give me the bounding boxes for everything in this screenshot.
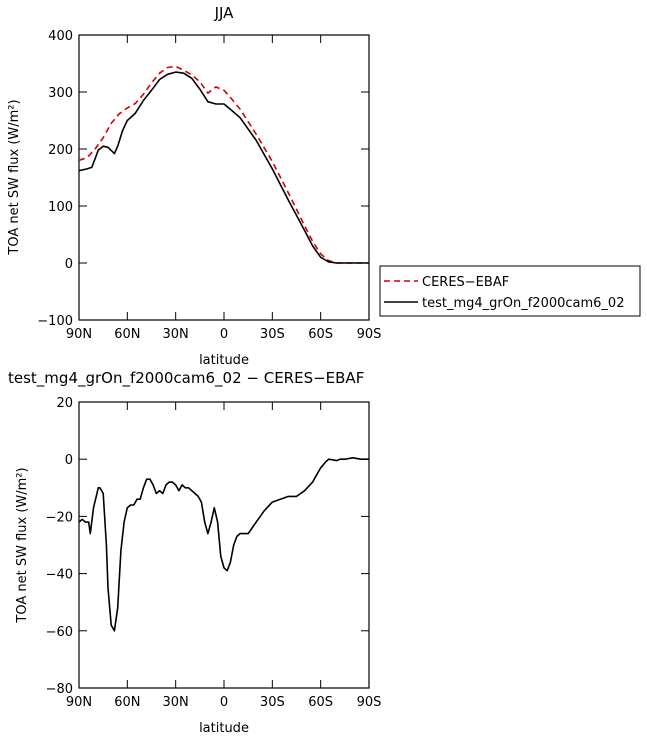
bottom-y-tick-label: 20 — [56, 396, 73, 411]
top-series-lines — [78, 65, 369, 264]
bottom-x-tick-label: 0 — [220, 695, 228, 710]
top-y-tick-label: 200 — [48, 143, 73, 158]
legend-label-ceres: CERES−EBAF — [422, 275, 509, 290]
top-y-axis-label: TOA net SW flux (W/m²) — [7, 99, 22, 255]
top-x-tick-label: 30S — [260, 327, 285, 342]
top-panel: JJA 90N 60N 30N 0 30S 60S 90S −100 0 100 200 300 400… — [7, 4, 641, 368]
bottom-panel-title: test_mg4_grOn_f2000cam6_02 − CERES−EBAF — [8, 369, 364, 388]
bottom-x-tick-label: 30N — [163, 695, 189, 710]
top-x-tick-label: 30N — [163, 327, 189, 342]
bottom-series-line-0 — [78, 456, 369, 632]
top-x-tick-label: 90S — [357, 327, 382, 342]
top-x-tick-label: 60N — [114, 327, 140, 342]
top-y-tick-label: 0 — [65, 257, 73, 272]
top-x-tick-label: 90N — [66, 327, 92, 342]
top-x-axis-label: latitude — [199, 353, 249, 368]
top-x-tick-label: 60S — [308, 327, 333, 342]
bottom-plot-frame — [78, 401, 370, 689]
top-y-tick-label: 300 — [48, 86, 73, 101]
bottom-x-tick-label: 60N — [114, 695, 140, 710]
bottom-ticks: 90N 60N 30N 0 30S 60S 90S −80 −60 −40 −20 0 20 — [46, 396, 382, 710]
bottom-x-axis-label: latitude — [199, 721, 249, 736]
top-y-tick-label: 100 — [48, 200, 73, 215]
top-y-tick-label: 400 — [48, 29, 73, 44]
bottom-y-tick-label: 0 — [65, 453, 73, 468]
legend-box — [379, 265, 641, 317]
bottom-x-tick-label: 60S — [308, 695, 333, 710]
bottom-x-tick-label: 90S — [357, 695, 382, 710]
bottom-y-tick-label: −80 — [46, 682, 73, 697]
top-x-tick-label: 0 — [220, 327, 228, 342]
top-y-tick-label: −100 — [37, 314, 73, 329]
bottom-x-tick-label: 90N — [66, 695, 92, 710]
bottom-y-tick-label: −40 — [46, 568, 73, 583]
top-series-line-0 — [78, 65, 369, 264]
bottom-x-tick-label: 30S — [260, 695, 285, 710]
bottom-y-axis-label: TOA net SW flux (W/m²) — [15, 467, 30, 623]
top-series-line-1 — [78, 71, 369, 264]
bottom-panel: test_mg4_grOn_f2000cam6_02 − CERES−EBAF … — [8, 369, 381, 736]
top-panel-title: JJA — [214, 4, 235, 22]
top-ticks: 90N 60N 30N 0 30S 60S 90S −100 0 100 200 300 400 — [37, 29, 381, 342]
legend-label-model: test_mg4_grOn_f2000cam6_02 — [422, 296, 624, 311]
bottom-y-tick-label: −60 — [46, 625, 73, 640]
bottom-y-tick-label: −20 — [46, 510, 73, 525]
legend: CERES−EBAF test_mg4_grOn_f2000cam6_02 — [379, 265, 641, 317]
bottom-series-lines — [78, 456, 369, 632]
top-plot-frame — [78, 34, 370, 321]
